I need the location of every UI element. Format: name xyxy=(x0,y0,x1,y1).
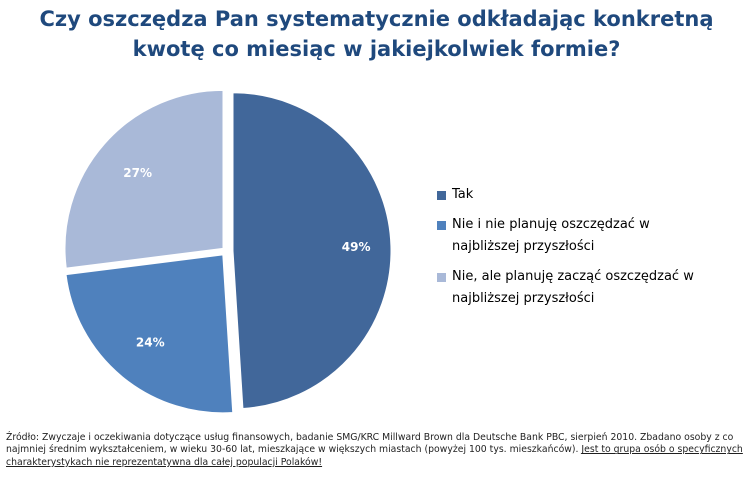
legend: Tak Nie i nie planuję oszczędzać w najbliż… xyxy=(437,184,727,310)
pie-slice-1 xyxy=(232,92,392,409)
legend-swatch-2 xyxy=(437,221,446,230)
legend-label-2-line-1: Nie i nie planuję oszczędzać w xyxy=(452,217,650,232)
legend-label-1-line-1: Tak xyxy=(452,187,474,202)
legend-swatch-3 xyxy=(437,273,446,282)
chart-title-line-1: Czy oszczędza Pan systematycznie odkłada… xyxy=(39,7,714,31)
data-label-1: 49% xyxy=(342,240,371,254)
chart-title: Czy oszczędza Pan systematycznie odkłada… xyxy=(0,4,753,64)
source-note: Źródło: Zwyczaje i oczekiwania dotyczące… xyxy=(6,432,748,469)
legend-item-3: Nie, ale planuję zacząć oszczędzać w najb… xyxy=(437,266,727,310)
legend-item-1: Tak xyxy=(437,184,727,206)
source-note-text: Źródło: Zwyczaje i oczekiwania dotyczące… xyxy=(6,432,734,456)
data-label-3: 27% xyxy=(123,166,152,180)
pie-slice-2 xyxy=(65,254,234,414)
legend-label-2-line-2: najbliższej przyszłości xyxy=(452,239,595,254)
legend-item-2: Nie i nie planuję oszczędzać w najbliższe… xyxy=(437,214,727,258)
legend-label-3-line-1: Nie, ale planuję zacząć oszczędzać w xyxy=(452,269,694,284)
legend-label-3-line-2: najbliższej przyszłości xyxy=(452,291,595,306)
chart-title-line-2: kwotę co miesiąc w jakiejkolwiek formie? xyxy=(132,37,621,61)
data-label-2: 24% xyxy=(136,336,165,350)
legend-swatch-1 xyxy=(437,191,446,200)
source-note-disclaimer: Jest to grupa osób o specyficznych chara… xyxy=(6,444,743,468)
pie-slice-3 xyxy=(64,89,224,269)
